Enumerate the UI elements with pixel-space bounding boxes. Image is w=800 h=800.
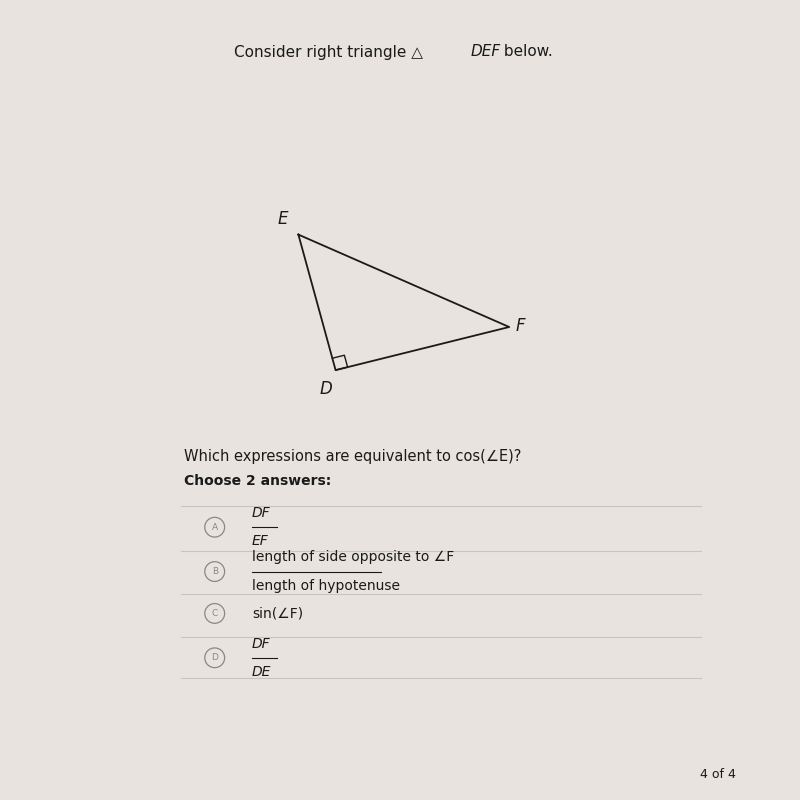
Text: DF: DF [252,637,270,650]
Text: E: E [278,210,288,228]
Text: Which expressions are equivalent to cos(∠E)?: Which expressions are equivalent to cos(… [184,449,521,464]
Text: Choose 2 answers:: Choose 2 answers: [184,474,331,488]
Text: sin(∠F): sin(∠F) [252,606,303,621]
Text: Consider right triangle △: Consider right triangle △ [234,45,423,59]
Text: D: D [320,379,333,398]
Text: C: C [211,609,218,618]
Text: A: A [212,522,218,532]
Text: below.: below. [499,45,554,59]
Text: length of side opposite to ∠F: length of side opposite to ∠F [252,550,454,564]
Text: F: F [515,317,525,334]
Text: DF: DF [252,506,270,520]
Text: B: B [212,567,218,576]
Text: 4 of 4: 4 of 4 [700,768,736,781]
Text: DEF: DEF [471,45,501,59]
Text: EF: EF [252,534,269,548]
Text: D: D [211,654,218,662]
Text: DE: DE [252,665,271,679]
Text: length of hypotenuse: length of hypotenuse [252,578,400,593]
